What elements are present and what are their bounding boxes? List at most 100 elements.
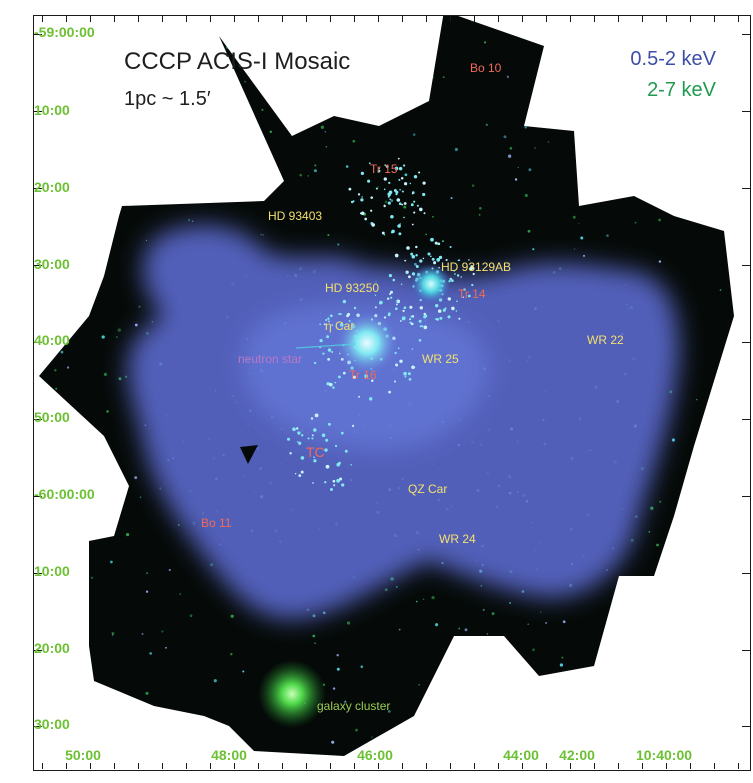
cluster-source [419, 325, 422, 328]
tick-mark [742, 419, 750, 420]
tick-mark [34, 726, 42, 727]
cluster-source [438, 255, 443, 260]
tick-mark [210, 16, 211, 22]
point-source [59, 117, 62, 120]
point-source [311, 24, 314, 27]
point-source [377, 186, 380, 188]
point-source [548, 685, 551, 689]
point-source [93, 49, 96, 52]
cluster-source [472, 272, 475, 276]
tick-mark [426, 763, 427, 769]
tick-mark [282, 16, 283, 22]
label-hd93250: HD 93250 [325, 281, 380, 295]
point-source [230, 652, 233, 656]
point-source [578, 223, 580, 225]
cluster-source [313, 459, 317, 463]
cluster-source [375, 187, 378, 190]
cluster-source [289, 452, 292, 455]
point-source [559, 663, 564, 667]
point-source [464, 628, 468, 632]
point-source [648, 650, 651, 653]
point-source [637, 670, 641, 674]
tick-mark [742, 650, 750, 651]
tick-mark [546, 763, 547, 769]
tick-mark [426, 16, 427, 22]
cluster-source [319, 323, 322, 326]
dec-tick-label: 20:00 [34, 640, 70, 656]
cluster-source [329, 382, 333, 387]
point-source [431, 595, 435, 600]
cluster-source [402, 309, 405, 313]
point-source [514, 178, 518, 181]
point-source [344, 112, 348, 116]
point-source [449, 732, 452, 735]
point-source [726, 440, 729, 444]
cluster-source [395, 190, 399, 194]
point-source [314, 642, 316, 645]
cluster-source [413, 366, 416, 369]
chip-gap-mark [240, 445, 258, 464]
cluster-source [447, 297, 452, 301]
cluster-source [442, 240, 444, 242]
tick-mark [570, 16, 571, 22]
tick-mark [114, 763, 115, 769]
cluster-source [403, 202, 407, 205]
cluster-source [395, 363, 399, 367]
cluster-source [400, 283, 403, 286]
cluster-source [406, 246, 410, 250]
cluster-source [454, 273, 456, 275]
tick-mark [714, 763, 715, 769]
tick-mark [402, 16, 403, 22]
point-source [647, 158, 650, 161]
point-source [146, 572, 149, 575]
point-source [551, 16, 554, 18]
point-source [694, 600, 698, 604]
point-source [650, 506, 654, 510]
point-source [34, 233, 36, 235]
tick-mark [570, 763, 571, 769]
label-tr15: Tr 15 [370, 162, 398, 176]
cluster-source [413, 200, 416, 203]
cluster-source [292, 427, 296, 432]
cluster-source [394, 166, 399, 171]
point-source [69, 217, 72, 220]
point-source [561, 734, 564, 738]
point-source [651, 179, 653, 182]
point-source [620, 54, 623, 57]
cluster-source [357, 193, 361, 196]
point-source [648, 530, 651, 533]
point-source [509, 602, 512, 604]
label-eta-car: η Car [325, 319, 355, 333]
point-source [675, 727, 679, 730]
label-tr16: Tr 16 [349, 368, 377, 382]
scale-note: 1pc ~ 1.5′ [124, 88, 211, 110]
point-source [689, 566, 693, 570]
tick-mark [666, 763, 667, 769]
point-source [524, 125, 527, 129]
cluster-source [388, 181, 391, 185]
tick-mark [474, 16, 475, 22]
cluster-source [397, 157, 400, 160]
cluster-source [457, 259, 460, 262]
point-source [142, 29, 145, 33]
point-source [70, 535, 73, 538]
cluster-source [404, 375, 407, 378]
point-source [345, 165, 349, 168]
point-source [712, 735, 714, 737]
point-source [527, 229, 531, 233]
cluster-source [411, 365, 415, 370]
cluster-source [468, 259, 470, 261]
tick-mark [354, 763, 355, 769]
cluster-source [342, 299, 347, 304]
point-source [359, 72, 363, 76]
cluster-source [399, 320, 402, 322]
cluster-source [403, 371, 407, 376]
point-source [124, 375, 128, 378]
cluster-source [350, 463, 352, 466]
point-source [116, 336, 118, 338]
cluster-source [388, 274, 392, 278]
point-source [603, 640, 605, 642]
cluster-source [408, 378, 412, 381]
cluster-source [410, 203, 414, 207]
cluster-source [445, 258, 448, 262]
